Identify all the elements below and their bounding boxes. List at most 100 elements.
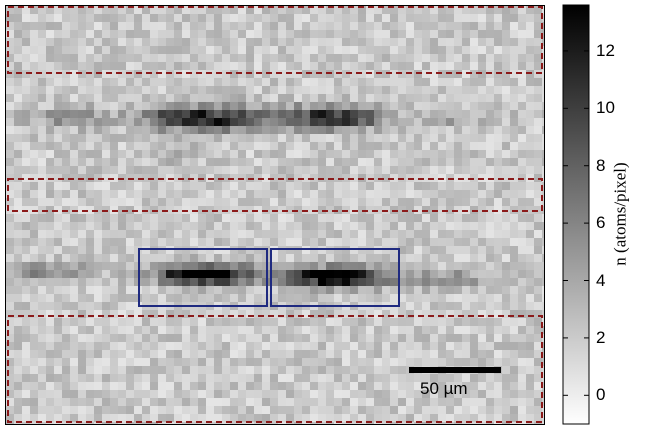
- image-pixel: [542, 46, 544, 54]
- image-pixel: [174, 54, 182, 62]
- image-pixel: [398, 86, 406, 94]
- image-pixel: [310, 14, 318, 22]
- image-pixel: [350, 366, 358, 374]
- image-pixel: [454, 126, 462, 134]
- image-pixel: [358, 46, 366, 54]
- image-pixel: [486, 190, 494, 198]
- image-pixel: [22, 78, 30, 86]
- image-pixel: [366, 166, 374, 174]
- image-pixel: [534, 214, 542, 222]
- image-pixel: [518, 166, 526, 174]
- image-pixel: [302, 174, 310, 182]
- image-pixel: [398, 78, 406, 86]
- image-pixel: [190, 214, 198, 222]
- image-pixel: [6, 390, 14, 398]
- image-pixel: [390, 254, 398, 262]
- image-pixel: [374, 262, 382, 270]
- image-pixel: [406, 158, 414, 166]
- image-pixel: [430, 22, 438, 30]
- image-pixel: [342, 6, 350, 14]
- image-pixel: [198, 350, 206, 358]
- image-pixel: [478, 278, 486, 286]
- image-pixel: [430, 390, 438, 398]
- image-pixel: [166, 238, 174, 246]
- image-pixel: [118, 310, 126, 318]
- image-pixel: [30, 278, 38, 286]
- image-pixel: [278, 150, 286, 158]
- image-pixel: [526, 222, 534, 230]
- image-pixel: [462, 118, 470, 126]
- image-pixel: [174, 382, 182, 390]
- image-pixel: [238, 414, 246, 422]
- image-pixel: [14, 326, 22, 334]
- image-pixel: [454, 246, 462, 254]
- image-pixel: [86, 46, 94, 54]
- image-pixel: [446, 302, 454, 310]
- image-pixel: [254, 270, 262, 278]
- image-pixel: [70, 158, 78, 166]
- image-pixel: [110, 54, 118, 62]
- image-pixel: [158, 334, 166, 342]
- image-pixel: [46, 190, 54, 198]
- image-pixel: [94, 62, 102, 70]
- image-pixel: [486, 22, 494, 30]
- image-pixel: [446, 310, 454, 318]
- image-pixel: [270, 406, 278, 414]
- image-pixel: [126, 46, 134, 54]
- image-pixel: [542, 326, 544, 334]
- image-pixel: [390, 278, 398, 286]
- image-pixel: [214, 142, 222, 150]
- image-pixel: [190, 326, 198, 334]
- image-pixel: [262, 334, 270, 342]
- image-pixel: [334, 294, 342, 302]
- image-pixel: [334, 262, 342, 270]
- image-pixel: [446, 86, 454, 94]
- image-pixel: [398, 14, 406, 22]
- image-pixel: [510, 246, 518, 254]
- image-pixel: [198, 126, 206, 134]
- image-pixel: [390, 374, 398, 382]
- image-pixel: [198, 166, 206, 174]
- image-pixel: [382, 198, 390, 206]
- image-pixel: [294, 310, 302, 318]
- image-pixel: [422, 358, 430, 366]
- image-pixel: [190, 278, 198, 286]
- image-pixel: [470, 142, 478, 150]
- image-pixel: [166, 102, 174, 110]
- image-pixel: [78, 390, 86, 398]
- image-pixel: [54, 358, 62, 366]
- image-pixel: [374, 390, 382, 398]
- image-pixel: [78, 254, 86, 262]
- image-pixel: [286, 342, 294, 350]
- image-pixel: [222, 86, 230, 94]
- image-pixel: [198, 30, 206, 38]
- image-pixel: [430, 358, 438, 366]
- image-pixel: [286, 334, 294, 342]
- image-pixel: [342, 366, 350, 374]
- image-pixel: [366, 118, 374, 126]
- image-pixel: [30, 142, 38, 150]
- image-pixel: [526, 158, 534, 166]
- image-pixel: [54, 62, 62, 70]
- image-pixel: [430, 118, 438, 126]
- image-pixel: [502, 318, 510, 326]
- image-pixel: [478, 190, 486, 198]
- image-pixel: [30, 374, 38, 382]
- image-pixel: [150, 270, 158, 278]
- image-pixel: [398, 398, 406, 406]
- image-pixel: [22, 118, 30, 126]
- image-pixel: [62, 118, 70, 126]
- image-pixel: [294, 94, 302, 102]
- image-pixel: [190, 46, 198, 54]
- image-pixel: [30, 358, 38, 366]
- image-pixel: [30, 190, 38, 198]
- image-pixel: [422, 214, 430, 222]
- image-pixel: [398, 158, 406, 166]
- image-pixel: [438, 134, 446, 142]
- image-pixel: [70, 86, 78, 94]
- image-pixel: [102, 358, 110, 366]
- image-pixel: [206, 406, 214, 414]
- image-pixel: [246, 326, 254, 334]
- image-pixel: [510, 422, 518, 424]
- image-pixel: [406, 198, 414, 206]
